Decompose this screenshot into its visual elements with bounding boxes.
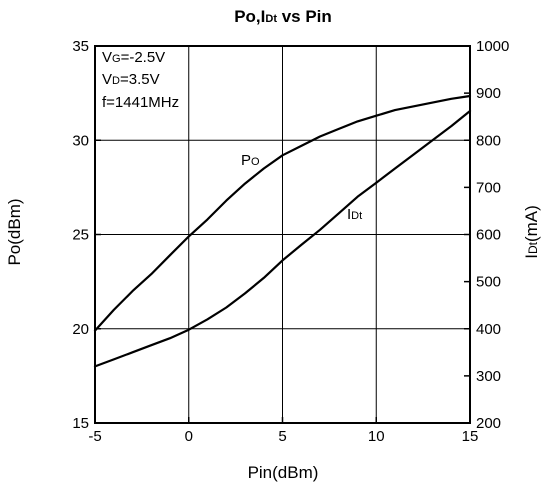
condition-freq: f=1441MHz [102,94,179,111]
series-line-po [93,94,472,332]
y-right-tick-label: 1000 [476,38,509,55]
y-right-tick-label: 600 [476,227,501,244]
series-line-idt [93,109,472,368]
y-left-tick-label: 30 [72,132,89,149]
tick-labels: -5 0 5 10 15 15 20 25 30 35 200 300 400 500 600 700 800 9… [72,38,509,445]
conditions-note: VG=-2.5V VD=3.5V f=1441MHz [102,49,179,111]
y-left-tick-label: 25 [72,227,89,244]
series-label-idt: IDt [347,206,362,223]
y-left-axis-label: Po(dBm) [5,198,24,265]
y-left-tick-label: 35 [72,38,89,55]
x-tick-label: 5 [278,428,286,445]
x-tick-label: 15 [462,428,479,445]
y-right-tick-label: 900 [476,85,501,102]
series-label-po: PO [241,152,260,169]
y-right-tick-label: 800 [476,132,501,149]
chart-title: Po,IDt vs Pin [234,7,332,26]
grid [95,46,470,423]
y-right-tick-label: 500 [476,274,501,291]
y-right-tick-label: 400 [476,321,501,338]
y-right-tick-label: 200 [476,415,501,432]
y-right-axis-label: IDt(mA) [522,205,541,259]
y-left-tick-label: 15 [72,415,89,432]
condition-vg: VG=-2.5V [102,49,165,66]
y-right-tick-label: 300 [476,368,501,385]
condition-vd: VD=3.5V [102,71,160,88]
x-axis-label: Pin(dBm) [248,463,319,482]
y-right-tick-label: 700 [476,179,501,196]
y-left-tick-label: 20 [72,321,89,338]
x-tick-label: -5 [88,428,101,445]
series-layer [93,94,472,368]
x-tick-label: 0 [185,428,193,445]
x-tick-label: 10 [368,428,385,445]
